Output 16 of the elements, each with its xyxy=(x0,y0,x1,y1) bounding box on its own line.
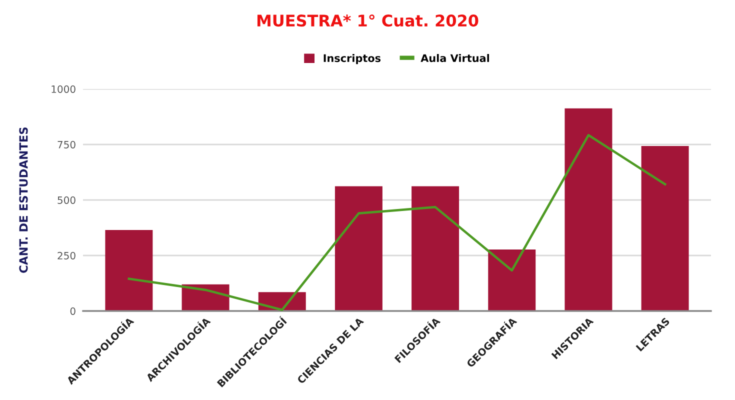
legend-label: Aula Virtual xyxy=(420,54,490,62)
bar xyxy=(412,186,460,311)
line-series xyxy=(128,134,666,311)
bar xyxy=(641,146,689,311)
bar xyxy=(564,108,612,311)
y-tick-label: 750 xyxy=(58,140,76,148)
y-tick-label: 250 xyxy=(58,252,76,260)
bar xyxy=(105,230,153,311)
chart-title: MUESTRA* 1° Cuat. 2020 xyxy=(257,14,478,27)
bar xyxy=(488,250,536,311)
legend-label: Inscriptos xyxy=(324,54,381,64)
bar xyxy=(334,186,382,311)
y-axis-title: CANT. DE ESTUDANTES xyxy=(19,127,28,273)
y-tick-label: 0 xyxy=(70,307,76,315)
y-tick-label: 1000 xyxy=(52,85,76,93)
y-tick-label: 500 xyxy=(58,196,76,204)
